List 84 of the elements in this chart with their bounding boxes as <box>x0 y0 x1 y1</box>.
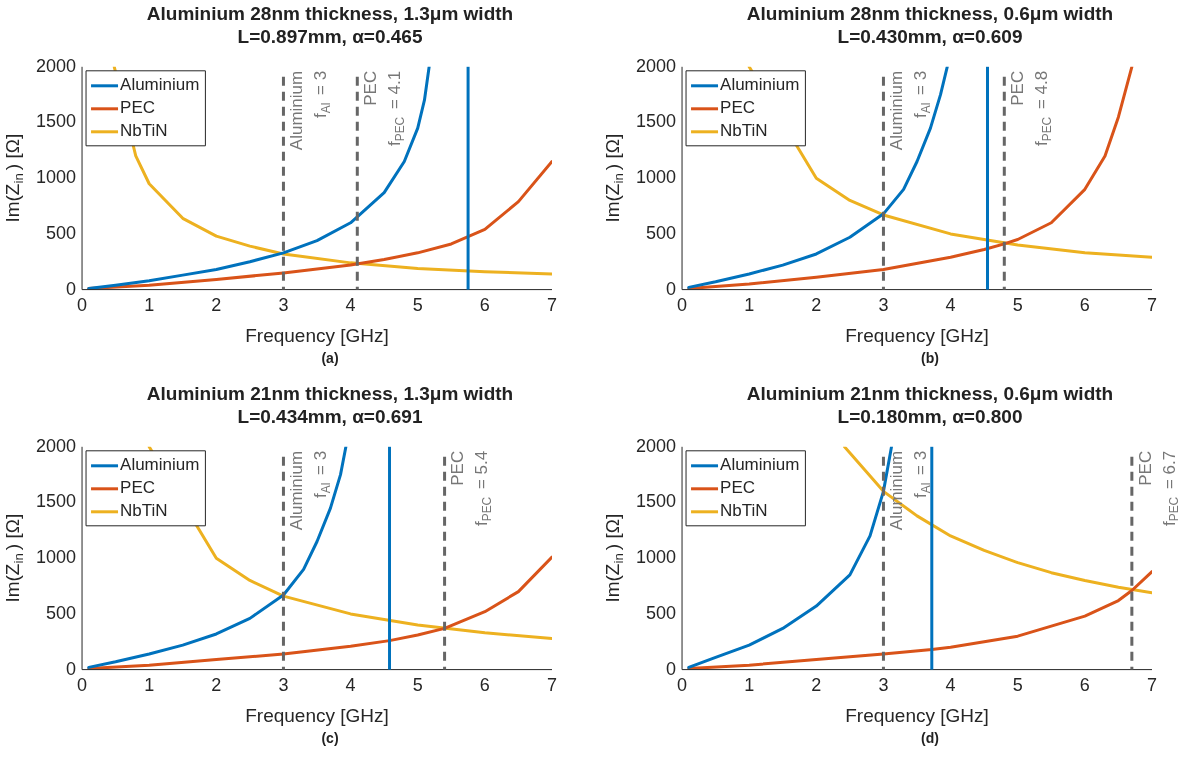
chart-subtitle: L=0.434mm, α=0.691 <box>237 406 423 427</box>
chart-subtitle: L=0.180mm, α=0.800 <box>837 406 1023 427</box>
x-axis-title: Frequency [GHz] <box>845 324 989 346</box>
x-axis-title: Frequency [GHz] <box>245 704 389 726</box>
legend-label: Aluminium <box>120 455 200 475</box>
y-tick-label: 1000 <box>36 167 77 188</box>
x-tick-label: 7 <box>1146 295 1158 316</box>
y-tick-label: 1000 <box>636 167 677 188</box>
legend-label: PEC <box>720 98 756 118</box>
x-tick-label: 1 <box>144 675 155 696</box>
y-tick-label: 0 <box>666 658 677 679</box>
x-tick-label: 1 <box>744 675 755 696</box>
x-tick-label: 5 <box>1012 295 1023 316</box>
y-tick-label: 1500 <box>636 491 677 512</box>
y-axis-title: Im(Zin) [Ω] <box>2 133 27 223</box>
y-tick-label: 2000 <box>36 435 77 456</box>
y-tick-label: 1500 <box>36 491 77 512</box>
legend-label: PEC <box>120 478 156 498</box>
x-axis-title: Frequency [GHz] <box>245 324 389 346</box>
y-tick-label: 0 <box>66 658 77 679</box>
x-tick-label: 5 <box>412 675 423 696</box>
x-tick-label: 4 <box>345 295 356 316</box>
chart-subtitle: L=0.897mm, α=0.465 <box>237 26 423 47</box>
text: (b) <box>920 350 940 366</box>
x-tick-label: 2 <box>211 675 222 696</box>
x-axis-title: Frequency [GHz] <box>845 704 989 726</box>
x-tick-label: 7 <box>546 675 558 696</box>
x-tick-label: 4 <box>945 675 956 696</box>
text: PEC fPEC = 5.4 <box>448 450 494 526</box>
text: (a) <box>320 350 340 366</box>
text: (c) <box>320 730 340 746</box>
y-tick-label: 1500 <box>36 111 77 132</box>
legend-label: Aluminium <box>720 455 800 475</box>
x-tick-label: 6 <box>479 295 490 316</box>
y-tick-label: 1500 <box>636 111 677 132</box>
y-tick-label: 1000 <box>36 547 77 568</box>
text: PEC fPEC = 4.1 <box>360 70 407 146</box>
chart-title: Aluminium 28nm thickness, 0.6μm width <box>746 3 1114 24</box>
legend-label: PEC <box>720 478 756 498</box>
legend-label: NbTiN <box>120 121 168 141</box>
x-tick-label: 3 <box>278 675 289 696</box>
y-tick-label: 2000 <box>636 435 677 456</box>
y-axis-title: Im(Zin) [Ω] <box>602 133 627 223</box>
x-tick-label: 6 <box>1079 295 1090 316</box>
y-tick-label: 0 <box>66 278 77 299</box>
y-tick-label: 500 <box>46 222 77 243</box>
chart-subtitle: L=0.430mm, α=0.609 <box>837 26 1023 47</box>
legend-label: NbTiN <box>720 501 768 521</box>
x-tick-label: 3 <box>878 295 889 316</box>
y-tick-label: 500 <box>646 222 677 243</box>
x-tick-label: 2 <box>211 295 222 316</box>
x-tick-label: 5 <box>412 295 423 316</box>
y-axis-title: Im(Zin) [Ω] <box>2 513 27 603</box>
legend-label: Aluminium <box>720 75 800 95</box>
x-tick-label: 4 <box>945 295 956 316</box>
x-tick-label: 1 <box>144 295 155 316</box>
x-tick-label: 4 <box>345 675 356 696</box>
text: (d) <box>920 730 940 746</box>
x-tick-label: 1 <box>744 295 755 316</box>
chart-title: Aluminium 21nm thickness, 1.3μm width <box>146 383 514 404</box>
text: PEC fPEC = 4.8 <box>1007 70 1054 146</box>
x-tick-label: 5 <box>1012 675 1023 696</box>
y-tick-label: 0 <box>666 278 677 299</box>
x-tick-label: 7 <box>546 295 558 316</box>
legend-label: NbTiN <box>120 501 168 521</box>
legend-label: NbTiN <box>720 121 768 141</box>
x-tick-label: 2 <box>811 295 822 316</box>
y-tick-label: 500 <box>46 602 77 623</box>
y-axis-title: Im(Zin) [Ω] <box>602 513 627 603</box>
x-tick-label: 6 <box>1079 675 1090 696</box>
x-tick-label: 6 <box>479 675 490 696</box>
x-tick-label: 7 <box>1146 675 1158 696</box>
text: PEC fPEC = 6.7 <box>1135 450 1182 526</box>
x-tick-label: 3 <box>278 295 289 316</box>
x-tick-label: 3 <box>878 675 889 696</box>
y-tick-label: 500 <box>646 602 677 623</box>
chart-title: Aluminium 28nm thickness, 1.3μm width <box>146 3 514 24</box>
y-tick-label: 1000 <box>636 547 677 568</box>
y-tick-label: 2000 <box>36 55 77 76</box>
x-tick-label: 2 <box>811 675 822 696</box>
legend-label: PEC <box>120 98 156 118</box>
legend-label: Aluminium <box>120 75 200 95</box>
y-tick-label: 2000 <box>636 55 677 76</box>
chart-title: Aluminium 21nm thickness, 0.6μm width <box>746 383 1114 404</box>
